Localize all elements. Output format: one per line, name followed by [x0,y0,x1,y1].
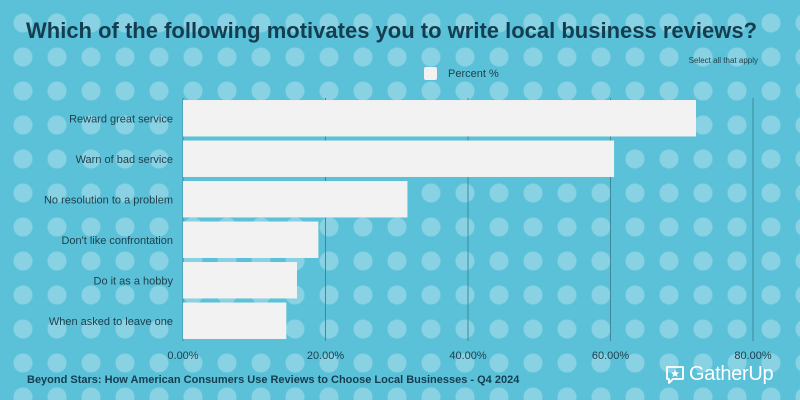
x-tick-label: 20.00% [307,350,345,362]
category-label: Don't like confrontation [61,235,173,247]
bar [183,302,287,339]
legend: Percent % [424,67,499,80]
chat-star-icon [666,365,684,384]
bar [183,100,696,137]
chart-subtitle: Select all that apply [688,56,758,65]
bar [183,140,615,177]
chart-title: Which of the following motivates you to … [26,18,758,43]
legend-swatch [424,67,437,80]
x-tick-label: 40.00% [449,350,487,362]
bar [183,181,408,218]
brand-logo: GatherUp [664,363,774,386]
x-tick-label: 80.00% [734,350,772,362]
source-footer: Beyond Stars: How American Consumers Use… [27,374,520,386]
category-label: Do it as a hobby [94,275,174,287]
brand-name: GatherUp [689,363,774,385]
x-tick-label: 0.00% [167,350,198,362]
bar [183,221,319,258]
legend-label: Percent % [448,67,499,80]
x-tick-label: 60.00% [592,350,630,362]
category-label: When asked to leave one [49,316,173,328]
category-label: Warn of bad service [76,154,173,166]
bar [183,262,297,299]
category-label: Reward great service [69,113,173,125]
category-label: No resolution to a problem [44,194,173,206]
